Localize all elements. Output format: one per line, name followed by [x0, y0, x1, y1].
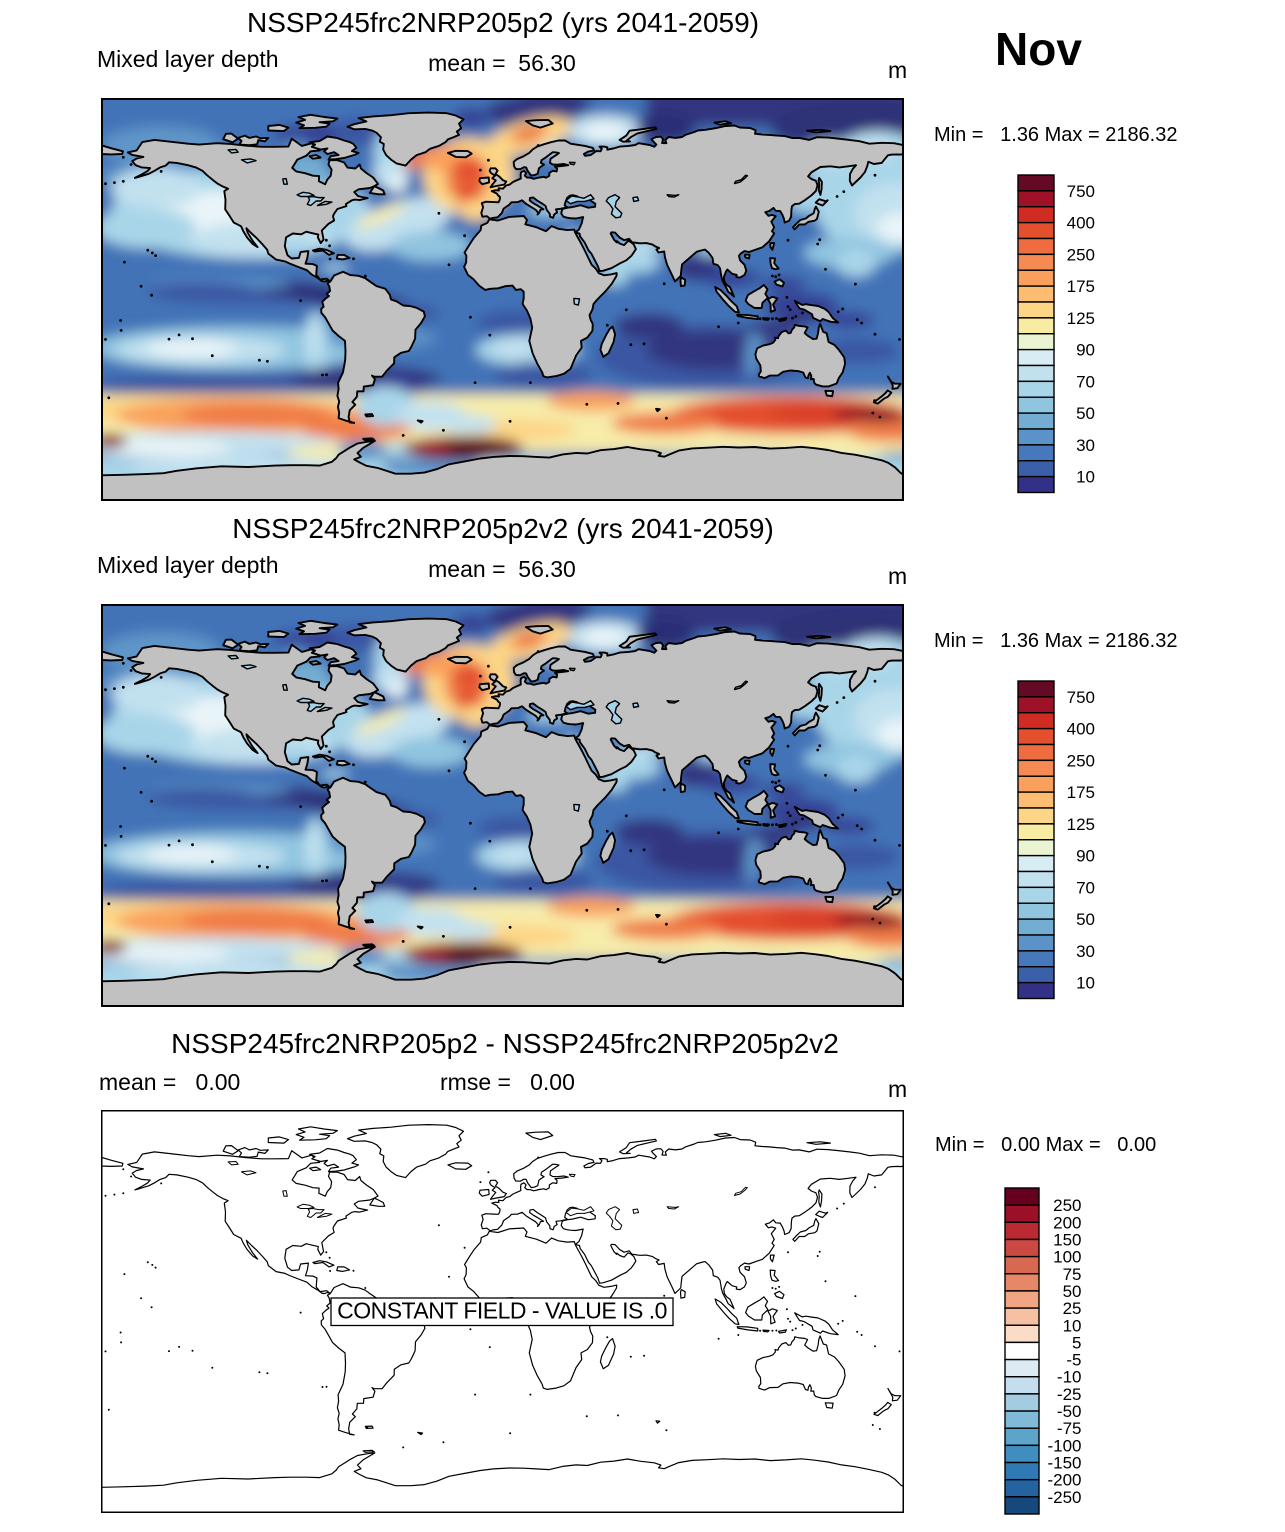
- svg-text:10: 10: [1063, 1316, 1082, 1335]
- svg-text:-5: -5: [1066, 1351, 1081, 1370]
- svg-text:175: 175: [1067, 783, 1095, 802]
- svg-text:-25: -25: [1057, 1385, 1082, 1404]
- svg-text:125: 125: [1067, 815, 1095, 834]
- svg-text:-100: -100: [1047, 1436, 1081, 1455]
- svg-text:90: 90: [1076, 341, 1095, 360]
- svg-text:25: 25: [1063, 1299, 1082, 1318]
- svg-text:-10: -10: [1057, 1368, 1082, 1387]
- svg-text:125: 125: [1067, 309, 1095, 328]
- svg-text:CONSTANT FIELD - VALUE IS .0: CONSTANT FIELD - VALUE IS .0: [337, 1298, 667, 1324]
- svg-text:50: 50: [1076, 910, 1095, 929]
- svg-text:70: 70: [1076, 878, 1095, 897]
- svg-text:750: 750: [1067, 182, 1095, 201]
- svg-text:75: 75: [1063, 1265, 1082, 1284]
- svg-text:400: 400: [1067, 214, 1095, 233]
- svg-text:-75: -75: [1057, 1419, 1082, 1438]
- svg-text:175: 175: [1067, 277, 1095, 296]
- svg-text:-200: -200: [1047, 1471, 1081, 1490]
- svg-text:-250: -250: [1047, 1488, 1081, 1507]
- svg-text:50: 50: [1076, 404, 1095, 423]
- svg-text:30: 30: [1076, 942, 1095, 961]
- svg-text:-150: -150: [1047, 1454, 1081, 1473]
- svg-text:10: 10: [1076, 974, 1095, 993]
- svg-text:250: 250: [1067, 245, 1095, 264]
- svg-text:30: 30: [1076, 436, 1095, 455]
- svg-text:50: 50: [1063, 1282, 1082, 1301]
- svg-text:10: 10: [1076, 468, 1095, 487]
- svg-text:250: 250: [1067, 751, 1095, 770]
- svg-text:250: 250: [1053, 1196, 1081, 1215]
- svg-text:70: 70: [1076, 372, 1095, 391]
- svg-text:750: 750: [1067, 688, 1095, 707]
- svg-text:150: 150: [1053, 1231, 1081, 1250]
- svg-text:-50: -50: [1057, 1402, 1082, 1421]
- svg-text:5: 5: [1072, 1333, 1081, 1352]
- svg-text:200: 200: [1053, 1213, 1081, 1232]
- svg-text:90: 90: [1076, 847, 1095, 866]
- svg-text:100: 100: [1053, 1248, 1081, 1267]
- svg-text:400: 400: [1067, 720, 1095, 739]
